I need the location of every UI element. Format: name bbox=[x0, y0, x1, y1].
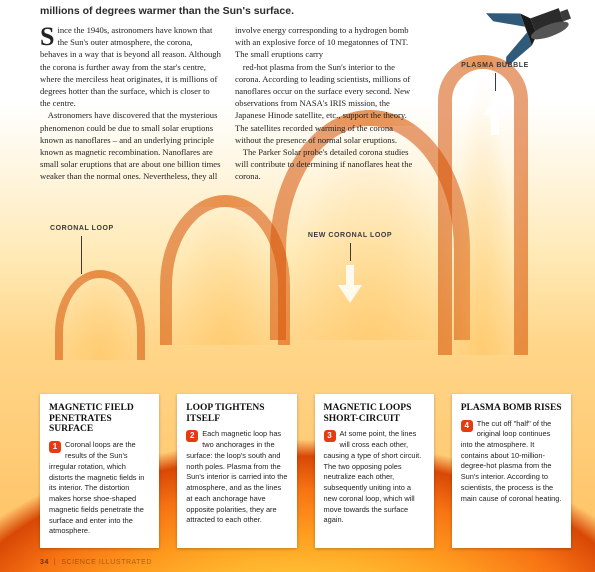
page: millions of degrees warmer than the Sun'… bbox=[0, 0, 595, 572]
label-text: PLASMA BUBBLE bbox=[461, 62, 529, 69]
card-body-text: At some point, the lines will cross each… bbox=[324, 429, 422, 524]
card-body-text: Coronal loops are the results of the Sun… bbox=[49, 440, 144, 535]
magazine-name: SCIENCE ILLUSTRATED bbox=[61, 559, 152, 566]
callout-card: MAGNETIC FIELD PENETRATES SURFACE 1 Coro… bbox=[40, 394, 159, 548]
callout-card: MAGNETIC LOOPS SHORT-CIRCUIT 3 At some p… bbox=[315, 394, 434, 548]
card-number-badge: 2 bbox=[186, 430, 198, 442]
lead-text: millions of degrees warmer than the Sun'… bbox=[40, 4, 555, 18]
pointer-line bbox=[495, 73, 496, 91]
label-new-coronal-loop: NEW CORONAL LOOP bbox=[300, 232, 400, 305]
card-body: 1 Coronal loops are the results of the S… bbox=[49, 440, 150, 537]
article-body: Since the 1940s, astronomers have known … bbox=[40, 24, 416, 183]
page-footer: 34 | SCIENCE ILLUSTRATED bbox=[40, 559, 152, 566]
card-body-text: The cut off "half" of the original loop … bbox=[461, 419, 562, 503]
callout-cards-row: MAGNETIC FIELD PENETRATES SURFACE 1 Coro… bbox=[40, 394, 571, 548]
card-body: 4 The cut off "half" of the original loo… bbox=[461, 419, 562, 505]
article-paragraph: red-hot plasma from the Sun's interior t… bbox=[235, 61, 416, 146]
arrow-down-icon bbox=[336, 265, 364, 305]
article-paragraph: Since the 1940s, astronomers have known … bbox=[40, 24, 221, 109]
card-title: MAGNETIC FIELD PENETRATES SURFACE bbox=[49, 403, 150, 436]
card-number-badge: 3 bbox=[324, 430, 336, 442]
article-paragraph: The Parker Solar probe's detailed corona… bbox=[235, 146, 416, 183]
card-title: PLASMA BOMB RISES bbox=[461, 403, 562, 414]
pointer-line bbox=[350, 243, 351, 261]
pointer-line bbox=[81, 236, 82, 274]
card-title: LOOP TIGHTENS ITSELF bbox=[186, 403, 287, 425]
label-coronal-loop: CORONAL LOOP bbox=[50, 225, 114, 274]
card-number-badge: 4 bbox=[461, 420, 473, 432]
label-text: CORONAL LOOP bbox=[50, 225, 114, 232]
card-body: 2 Each magnetic loop has two anchorages … bbox=[186, 429, 287, 526]
page-number: 34 bbox=[40, 559, 49, 566]
callout-card: PLASMA BOMB RISES 4 The cut off "half" o… bbox=[452, 394, 571, 548]
callout-card: LOOP TIGHTENS ITSELF 2 Each magnetic loo… bbox=[177, 394, 296, 548]
card-number-badge: 1 bbox=[49, 441, 61, 453]
card-title: MAGNETIC LOOPS SHORT-CIRCUIT bbox=[324, 403, 425, 425]
arrow-up-icon bbox=[481, 95, 509, 135]
card-body: 3 At some point, the lines will cross ea… bbox=[324, 429, 425, 526]
label-text: NEW CORONAL LOOP bbox=[308, 232, 392, 239]
label-plasma-bubble: PLASMA BUBBLE bbox=[455, 62, 535, 135]
card-body-text: Each magnetic loop has two anchorages in… bbox=[186, 429, 287, 524]
